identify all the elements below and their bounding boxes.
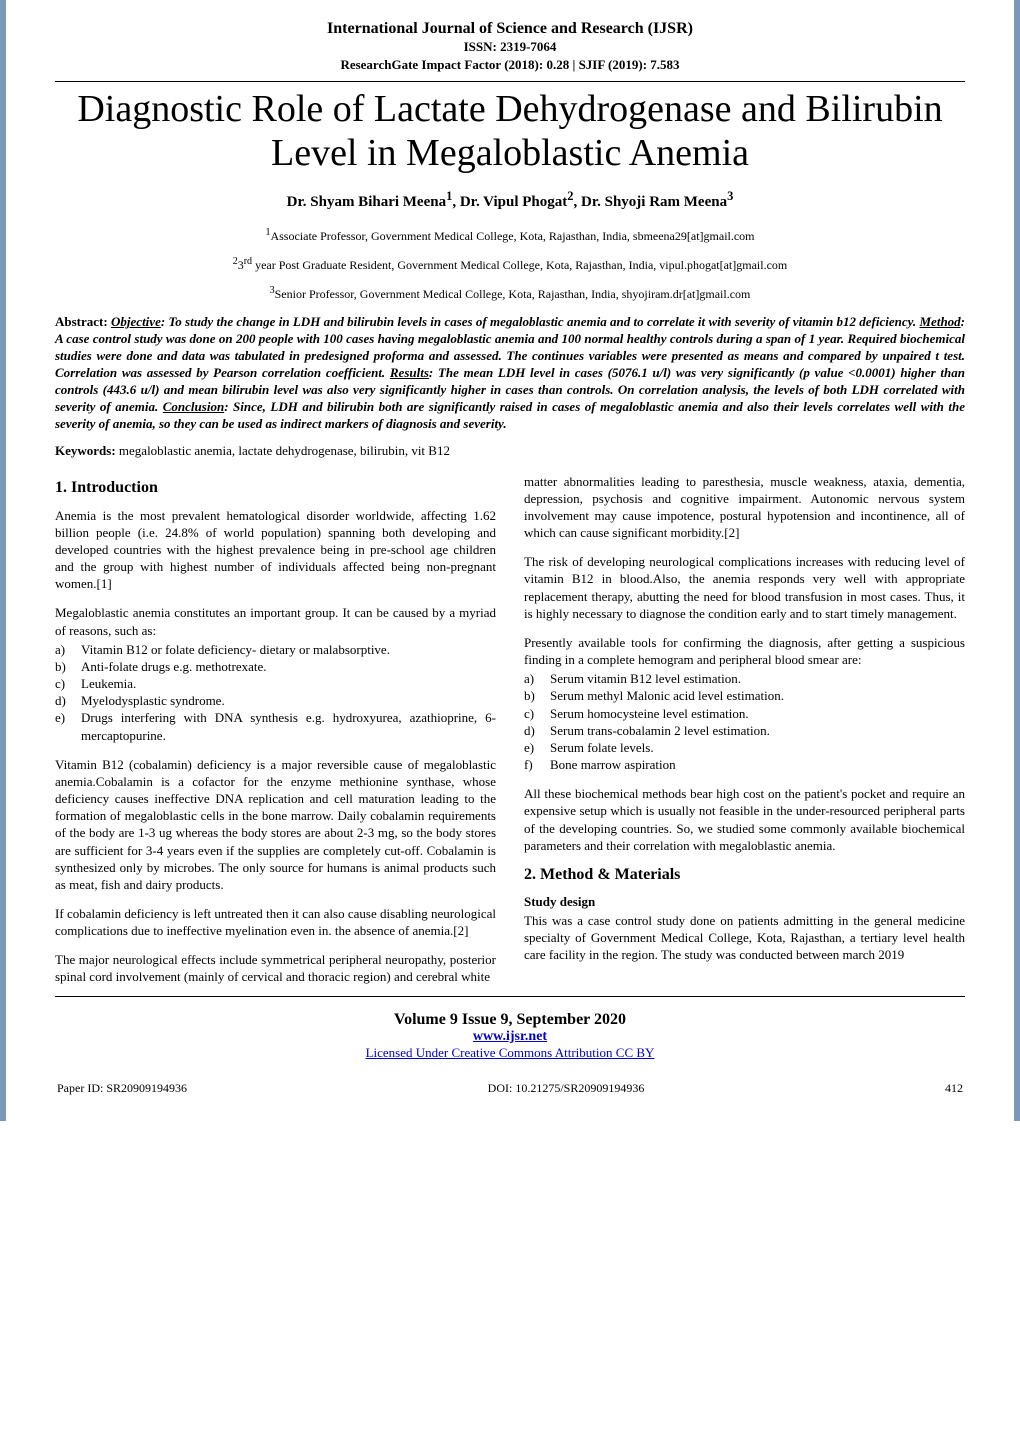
journal-name: International Journal of Science and Res… <box>55 20 965 38</box>
intro-p5: The major neurological effects include s… <box>55 951 496 985</box>
two-column-body: 1. Introduction Anemia is the most preva… <box>55 473 965 986</box>
list-text: Vitamin B12 or folate deficiency- dietar… <box>81 641 390 658</box>
list-marker: b) <box>524 687 550 704</box>
list-item: d)Serum trans-cobalamin 2 level estimati… <box>524 722 965 739</box>
page-content: International Journal of Science and Res… <box>0 0 1020 1121</box>
abstract-objective-label: Objective <box>111 314 161 329</box>
list-item: e)Drugs interfering with DNA synthesis e… <box>55 709 496 743</box>
left-column: 1. Introduction Anemia is the most preva… <box>55 473 496 986</box>
abstract-conclusion-label: Conclusion <box>163 399 224 414</box>
list-item: b)Serum methyl Malonic acid level estima… <box>524 687 965 704</box>
list-marker: c) <box>524 705 550 722</box>
paper-title: Diagnostic Role of Lactate Dehydrogenase… <box>55 88 965 175</box>
intro-p4: If cobalamin deficiency is left untreate… <box>55 905 496 939</box>
list-marker: b) <box>55 658 81 675</box>
affiliation-2: 23rd year Post Graduate Resident, Govern… <box>55 256 965 273</box>
abstract-method-label: Method <box>920 314 961 329</box>
study-design-heading: Study design <box>524 894 965 910</box>
footer-rule <box>55 996 965 997</box>
list-marker: c) <box>55 675 81 692</box>
list-text: Serum trans-cobalamin 2 level estimation… <box>550 722 770 739</box>
affiliations: 1Associate Professor, Government Medical… <box>55 227 965 302</box>
list-item: a)Serum vitamin B12 level estimation. <box>524 670 965 687</box>
journal-header: International Journal of Science and Res… <box>55 20 965 73</box>
license-link[interactable]: Licensed Under Creative Commons Attribut… <box>55 1045 965 1061</box>
list-marker: f) <box>524 756 550 773</box>
list-text: Anti-folate drugs e.g. methotrexate. <box>81 658 267 675</box>
list-text: Bone marrow aspiration <box>550 756 676 773</box>
journal-issn: ISSN: 2319-7064 <box>55 38 965 56</box>
list-item: a)Vitamin B12 or folate deficiency- diet… <box>55 641 496 658</box>
causes-list: a)Vitamin B12 or folate deficiency- diet… <box>55 641 496 744</box>
list-item: e)Serum folate levels. <box>524 739 965 756</box>
bottom-bar: Paper ID: SR20909194936 DOI: 10.21275/SR… <box>55 1081 965 1096</box>
intro-p2: Megaloblastic anemia constitutes an impo… <box>55 604 496 638</box>
keywords-label: Keywords: <box>55 443 116 458</box>
list-marker: e) <box>524 739 550 756</box>
volume-issue: Volume 9 Issue 9, September 2020 <box>55 1011 965 1029</box>
page-edge-left <box>0 0 6 1121</box>
intro-p3: Vitamin B12 (cobalamin) deficiency is a … <box>55 756 496 893</box>
abstract-label: Abstract: <box>55 314 108 329</box>
intro-p1: Anemia is the most prevalent hematologic… <box>55 507 496 593</box>
list-text: Serum folate levels. <box>550 739 654 756</box>
journal-url[interactable]: www.ijsr.net <box>55 1029 965 1045</box>
footer-block: Volume 9 Issue 9, September 2020 www.ijs… <box>55 1011 965 1061</box>
abstract-objective: To study the change in LDH and bilirubin… <box>168 314 916 329</box>
section-1-heading: 1. Introduction <box>55 479 496 497</box>
list-marker: d) <box>524 722 550 739</box>
tools-list: a)Serum vitamin B12 level estimation.b)S… <box>524 670 965 773</box>
affiliation-3: 3Senior Professor, Government Medical Co… <box>55 285 965 302</box>
header-rule <box>55 81 965 82</box>
right-p2: The risk of developing neurological comp… <box>524 553 965 622</box>
keywords: Keywords: megaloblastic anemia, lactate … <box>55 443 965 459</box>
right-p3: Presently available tools for confirming… <box>524 634 965 668</box>
list-marker: a) <box>524 670 550 687</box>
page-number: 412 <box>945 1081 963 1096</box>
list-marker: a) <box>55 641 81 658</box>
list-marker: d) <box>55 692 81 709</box>
list-marker: e) <box>55 709 81 743</box>
list-item: c)Serum homocysteine level estimation. <box>524 705 965 722</box>
abstract-results-label: Results <box>390 365 429 380</box>
journal-impact: ResearchGate Impact Factor (2018): 0.28 … <box>55 56 965 74</box>
list-item: c)Leukemia. <box>55 675 496 692</box>
list-item: f)Bone marrow aspiration <box>524 756 965 773</box>
list-text: Myelodysplastic syndrome. <box>81 692 225 709</box>
affiliation-1: 1Associate Professor, Government Medical… <box>55 227 965 244</box>
authors: Dr. Shyam Bihari Meena1, Dr. Vipul Phoga… <box>55 189 965 211</box>
right-p1: matter abnormalities leading to paresthe… <box>524 473 965 542</box>
page-edge-right <box>1014 0 1020 1121</box>
list-text: Serum homocysteine level estimation. <box>550 705 749 722</box>
keywords-text: megaloblastic anemia, lactate dehydrogen… <box>119 443 450 458</box>
abstract: Abstract: Objective: To study the change… <box>55 314 965 432</box>
paper-id: Paper ID: SR20909194936 <box>57 1081 187 1096</box>
right-column: matter abnormalities leading to paresthe… <box>524 473 965 986</box>
list-item: d)Myelodysplastic syndrome. <box>55 692 496 709</box>
right-p4: All these biochemical methods bear high … <box>524 785 965 854</box>
section-2-heading: 2. Method & Materials <box>524 866 965 884</box>
right-p5: This was a case control study done on pa… <box>524 912 965 963</box>
list-text: Leukemia. <box>81 675 136 692</box>
abstract-body: Objective: To study the change in LDH an… <box>55 314 965 430</box>
doi: DOI: 10.21275/SR20909194936 <box>488 1081 645 1096</box>
list-text: Serum vitamin B12 level estimation. <box>550 670 741 687</box>
list-text: Drugs interfering with DNA synthesis e.g… <box>81 709 496 743</box>
list-item: b)Anti-folate drugs e.g. methotrexate. <box>55 658 496 675</box>
list-text: Serum methyl Malonic acid level estimati… <box>550 687 784 704</box>
